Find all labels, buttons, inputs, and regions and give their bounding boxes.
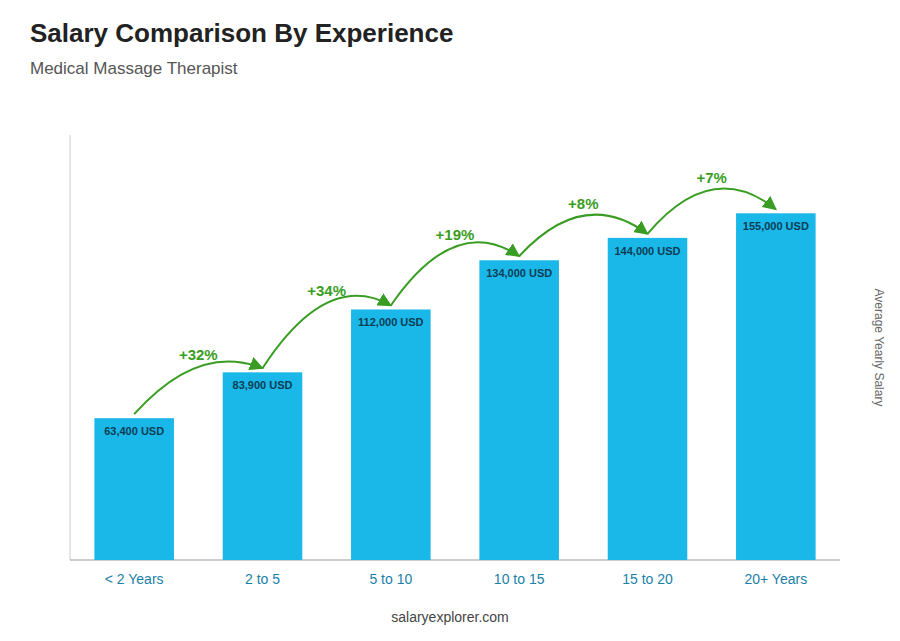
bar — [608, 238, 688, 560]
change-arrow — [648, 189, 776, 234]
x-tick-label: 10 to 15 — [494, 571, 545, 587]
annotation: +19% — [436, 226, 475, 243]
chart: Salary Comparison By Experience Medical M… — [0, 0, 900, 641]
bar — [736, 213, 816, 560]
data-label: 134,000 USD — [486, 267, 552, 279]
bar — [94, 418, 174, 560]
x-tick-label: 5 to 10 — [369, 571, 412, 587]
source: salaryexplorer.com — [391, 609, 509, 625]
bar — [479, 260, 559, 560]
change-arrow — [519, 215, 647, 257]
data-label: 83,900 USD — [233, 379, 293, 391]
title: Salary Comparison By Experience — [30, 18, 453, 48]
data-label: 144,000 USD — [614, 245, 680, 257]
bar — [223, 372, 303, 560]
data-label: 63,400 USD — [104, 425, 164, 437]
y-axis-label: Average Yearly Salary — [872, 289, 886, 407]
data-label: 112,000 USD — [358, 316, 423, 328]
subtitle: Medical Massage Therapist — [30, 59, 238, 78]
annotation: +7% — [696, 169, 726, 186]
category-axis — [70, 560, 840, 561]
change-arrow — [263, 296, 391, 368]
x-tick-label: 2 to 5 — [245, 571, 280, 587]
bar — [351, 309, 431, 560]
annotation: +34% — [307, 282, 346, 299]
data-label: 155,000 USD — [743, 220, 809, 232]
bars — [94, 213, 815, 560]
x-tick-label: 20+ Years — [744, 571, 807, 587]
value-axis — [70, 135, 71, 560]
change-arrow — [134, 361, 262, 414]
chart-container: Salary Comparison By Experience Medical M… — [0, 0, 900, 641]
annotation: +32% — [179, 346, 218, 363]
annotation: +8% — [568, 195, 598, 212]
x-tick-label: 15 to 20 — [622, 571, 673, 587]
change-arrow — [391, 242, 519, 305]
x-tick-label: < 2 Years — [105, 571, 164, 587]
